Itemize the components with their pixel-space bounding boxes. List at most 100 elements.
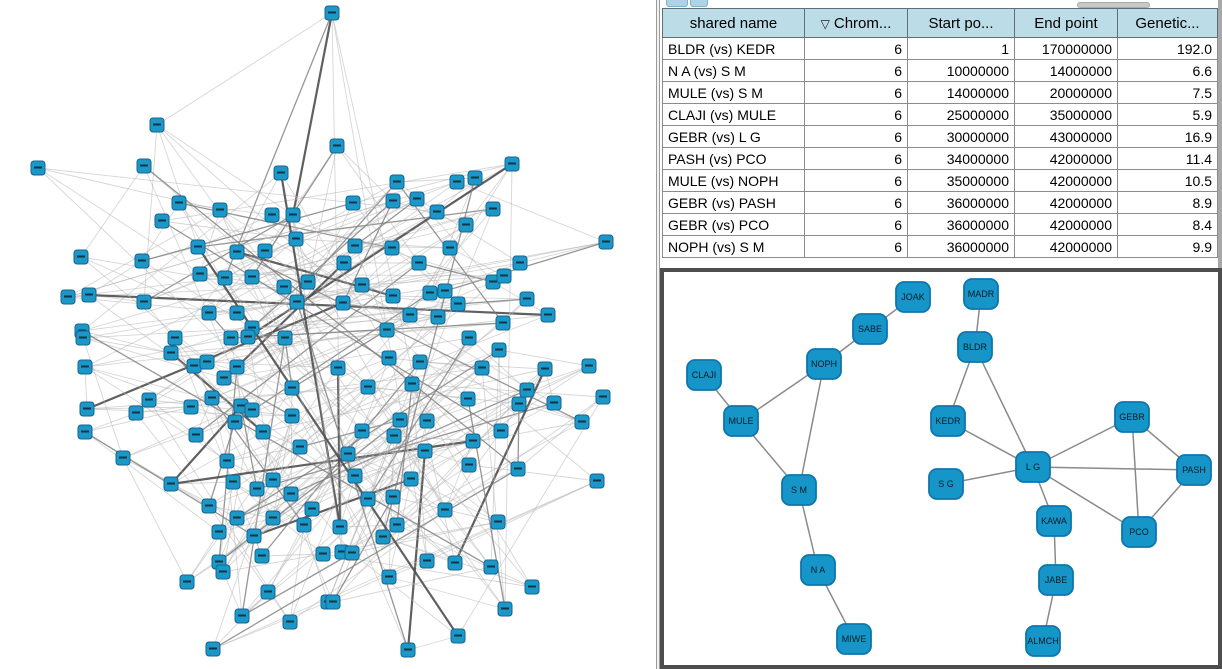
network-node[interactable] — [292, 439, 308, 455]
network-node[interactable] — [430, 309, 446, 325]
network-node[interactable] — [403, 471, 419, 487]
node-NA[interactable]: N A — [800, 554, 836, 586]
network-node[interactable] — [589, 473, 605, 489]
node-shape[interactable] — [1176, 454, 1212, 486]
node-shape[interactable] — [1025, 625, 1061, 657]
network-node[interactable] — [190, 239, 206, 255]
network-node[interactable] — [163, 345, 179, 361]
network-node[interactable] — [284, 380, 300, 396]
network-node[interactable] — [244, 402, 260, 418]
network-node[interactable] — [461, 330, 477, 346]
node-MIWE[interactable]: MIWE — [836, 623, 872, 655]
network-node[interactable] — [329, 138, 345, 154]
network-node[interactable] — [192, 266, 208, 282]
network-node[interactable] — [411, 255, 427, 271]
network-node[interactable] — [288, 231, 304, 247]
network-node[interactable] — [315, 546, 331, 562]
network-node[interactable] — [240, 329, 256, 345]
node-shape[interactable] — [930, 405, 966, 437]
network-node[interactable] — [229, 359, 245, 375]
node-shape[interactable] — [1036, 505, 1072, 537]
network-node[interactable] — [115, 450, 131, 466]
detail-edge-NOPH-SM[interactable] — [798, 363, 825, 491]
network-node[interactable] — [375, 529, 391, 545]
network-node[interactable] — [201, 305, 217, 321]
network-node[interactable] — [330, 360, 346, 376]
table-row[interactable]: CLAJI (vs) MULE 6 25000000 35000000 5.9 — [662, 103, 1218, 126]
network-node[interactable] — [385, 288, 401, 304]
network-node[interactable] — [257, 243, 273, 259]
node-SABE[interactable]: SABE — [852, 313, 888, 345]
filter-icon[interactable]: ▽ — [820, 16, 830, 31]
node-shape[interactable] — [963, 278, 999, 310]
network-node[interactable] — [347, 468, 363, 484]
network-node[interactable] — [134, 253, 150, 269]
network-node[interactable] — [284, 408, 300, 424]
node-shape[interactable] — [1114, 401, 1150, 433]
horizontal-scrollbar-thumb[interactable] — [1077, 2, 1150, 8]
network-node[interactable] — [285, 207, 301, 223]
node-CLAJI[interactable]: CLAJI — [686, 359, 722, 391]
network-node[interactable] — [149, 117, 165, 133]
network-node[interactable] — [304, 501, 320, 517]
detail-edge-LG-PCO[interactable] — [1032, 466, 1140, 533]
network-node[interactable] — [212, 202, 228, 218]
network-node[interactable] — [402, 307, 418, 323]
node-shape[interactable] — [852, 313, 888, 345]
network-node[interactable] — [77, 424, 93, 440]
network-node[interactable] — [255, 424, 271, 440]
network-node[interactable] — [497, 601, 513, 617]
network-node[interactable] — [199, 354, 215, 370]
column-header-chromosome[interactable]: ▽ Chrom... — [804, 8, 908, 38]
network-node[interactable] — [512, 255, 528, 271]
network-node[interactable] — [379, 322, 395, 338]
node-ALMCH[interactable]: ALMCH — [1025, 625, 1061, 657]
node-shape[interactable] — [1038, 564, 1074, 596]
network-node[interactable] — [511, 396, 527, 412]
network-node[interactable] — [77, 359, 93, 375]
network-node[interactable] — [219, 453, 235, 469]
node-JABE[interactable]: JABE — [1038, 564, 1074, 596]
node-SG[interactable]: S G — [928, 468, 964, 500]
network-node[interactable] — [450, 628, 466, 644]
network-node[interactable] — [546, 395, 562, 411]
network-node[interactable] — [389, 174, 405, 190]
node-LG[interactable]: L G — [1015, 451, 1051, 483]
node-SM[interactable]: S M — [781, 474, 817, 506]
detail-edge-BLDR-LG[interactable] — [974, 346, 1034, 468]
network-node[interactable] — [136, 158, 152, 174]
detail-edge-GEBR-PCO[interactable] — [1131, 416, 1140, 533]
network-node[interactable] — [141, 392, 157, 408]
chrome-tab-icon[interactable] — [666, 0, 688, 7]
network-node[interactable] — [400, 642, 416, 658]
node-shape[interactable] — [957, 331, 993, 363]
network-node[interactable] — [335, 295, 351, 311]
node-MULE[interactable]: MULE — [723, 405, 759, 437]
network-node[interactable] — [449, 174, 465, 190]
network-node[interactable] — [260, 584, 276, 600]
chrome-tab-icon[interactable] — [690, 0, 708, 7]
table-row[interactable]: MULE (vs) S M 6 14000000 20000000 7.5 — [662, 81, 1218, 104]
network-node[interactable] — [276, 279, 292, 295]
network-node[interactable] — [167, 330, 183, 346]
network-node[interactable] — [483, 559, 499, 575]
network-node[interactable] — [354, 277, 370, 293]
network-node[interactable] — [136, 294, 152, 310]
node-PCO[interactable]: PCO — [1121, 516, 1157, 548]
network-node[interactable] — [474, 360, 490, 376]
network-node[interactable] — [386, 428, 402, 444]
table-row[interactable]: GEBR (vs) L G 6 30000000 43000000 16.9 — [662, 125, 1218, 148]
network-node[interactable] — [223, 330, 239, 346]
network-node[interactable] — [229, 244, 245, 260]
network-node[interactable] — [325, 594, 341, 610]
network-node[interactable] — [249, 481, 265, 497]
network-node[interactable] — [422, 285, 438, 301]
network-node[interactable] — [490, 514, 506, 530]
network-node[interactable] — [283, 486, 299, 502]
network-node[interactable] — [128, 405, 144, 421]
network-node[interactable] — [574, 414, 590, 430]
network-node[interactable] — [254, 548, 270, 564]
network-node[interactable] — [79, 401, 95, 417]
network-node[interactable] — [437, 502, 453, 518]
network-node[interactable] — [73, 249, 89, 265]
